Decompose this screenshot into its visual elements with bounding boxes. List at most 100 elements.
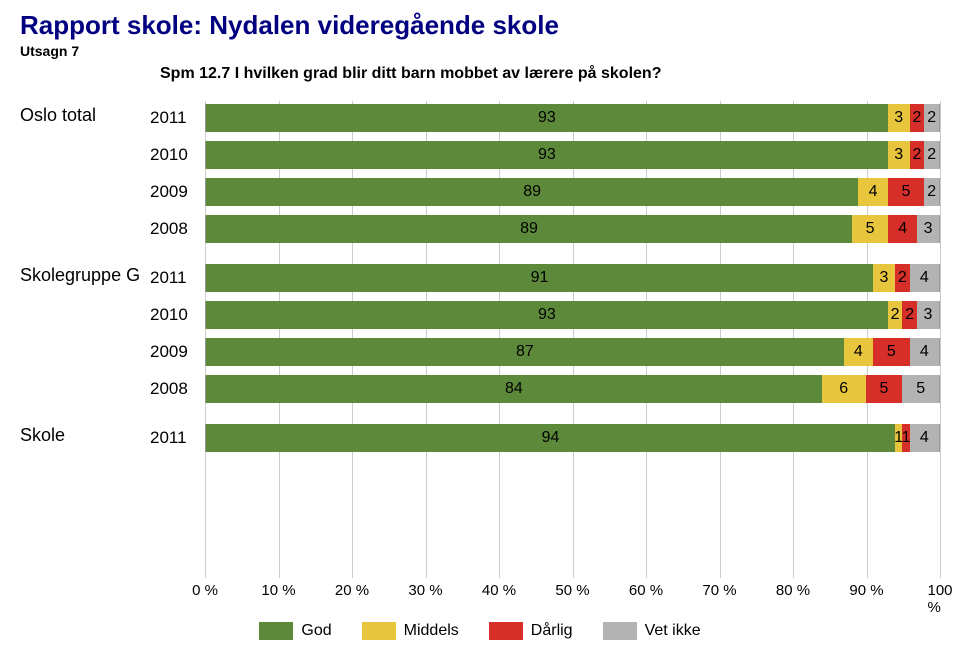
- axis-spacer: [20, 582, 205, 606]
- group-gap: [20, 249, 940, 261]
- group-gap: [20, 458, 940, 578]
- bar-track: 91324: [205, 264, 940, 292]
- legend-item-darlig: Dårlig: [489, 622, 573, 640]
- legend-label: Dårlig: [531, 622, 573, 640]
- subtitle: Utsagn 7: [20, 43, 940, 59]
- bar-segment-darlig: 2: [910, 104, 925, 132]
- year-label: 2008: [150, 379, 205, 399]
- bar-row: 200989452: [150, 175, 940, 208]
- year-label: 2011: [150, 268, 205, 288]
- bar-segment-god: 89: [206, 215, 852, 243]
- bar-segment-middels: 2: [888, 301, 903, 329]
- year-label: 2009: [150, 182, 205, 202]
- x-axis: 0 %10 %20 %30 %40 %50 %60 %70 %80 %90 %1…: [20, 582, 940, 606]
- axis-tick: 70 %: [702, 582, 736, 599]
- legend-swatch: [362, 622, 396, 640]
- bar-segment-darlig: 2: [902, 301, 917, 329]
- bars-column: 201194114: [150, 421, 940, 458]
- legend-swatch: [489, 622, 523, 640]
- bar-segment-vetikke: 2: [924, 141, 939, 169]
- chart-group: Skolegruppe G201191324201093223200987454…: [20, 261, 940, 409]
- bar-segment-vetikke: 3: [917, 215, 939, 243]
- bar-segment-vetikke: 4: [910, 338, 939, 366]
- bar-segment-middels: 3: [888, 141, 910, 169]
- group-gap: [20, 409, 940, 421]
- bar-track: 94114: [205, 424, 940, 452]
- question-text: Spm 12.7 I hvilken grad blir ditt barn m…: [160, 65, 940, 83]
- legend-label: God: [301, 622, 331, 640]
- stacked-bar-chart: Oslo total201193322201093322200989452200…: [20, 101, 940, 640]
- bar-track: 93322: [205, 104, 940, 132]
- title-prefix: Rapport skole:: [20, 10, 209, 40]
- bar-segment-middels: 3: [873, 264, 895, 292]
- bar-segment-darlig: 1: [902, 424, 909, 452]
- axis-track: 0 %10 %20 %30 %40 %50 %60 %70 %80 %90 %1…: [205, 582, 940, 606]
- chart-groups: Oslo total201193322201093322200989452200…: [20, 101, 940, 578]
- axis-tick: 100 %: [927, 582, 952, 616]
- bar-row: 201194114: [150, 421, 940, 454]
- bar-segment-darlig: 2: [910, 141, 925, 169]
- bar-segment-middels: 4: [858, 178, 887, 206]
- bar-segment-darlig: 5: [866, 375, 903, 403]
- bars-column: 201191324201093223200987454200884655: [150, 261, 940, 409]
- bars-column: 201193322201093322200989452200889543: [150, 101, 940, 249]
- bar-row: 201093223: [150, 298, 940, 331]
- legend-item-god: God: [259, 622, 331, 640]
- plot-area: Oslo total201193322201093322200989452200…: [20, 101, 940, 578]
- bar-row: 200889543: [150, 212, 940, 245]
- bar-row: 201193322: [150, 101, 940, 134]
- bar-track: 93322: [205, 141, 940, 169]
- title-school: Nydalen videregående skole: [209, 10, 559, 40]
- legend-swatch: [603, 622, 637, 640]
- group-label: Skolegruppe G: [20, 261, 150, 286]
- group-label: Skole: [20, 421, 150, 446]
- bar-segment-god: 84: [206, 375, 822, 403]
- year-label: 2010: [150, 305, 205, 325]
- axis-tick: 40 %: [482, 582, 516, 599]
- legend-item-middels: Middels: [362, 622, 459, 640]
- bar-segment-god: 89: [206, 178, 858, 206]
- report-header: Rapport skole: Nydalen videregående skol…: [20, 10, 940, 83]
- axis-tick: 0 %: [192, 582, 218, 599]
- bar-segment-god: 94: [206, 424, 895, 452]
- bar-track: 84655: [205, 375, 940, 403]
- bar-segment-darlig: 4: [888, 215, 917, 243]
- year-label: 2009: [150, 342, 205, 362]
- legend: God Middels Dårlig Vet ikke: [20, 622, 940, 640]
- chart-group: Oslo total201193322201093322200989452200…: [20, 101, 940, 249]
- bar-segment-darlig: 2: [895, 264, 910, 292]
- page-title: Rapport skole: Nydalen videregående skol…: [20, 10, 940, 41]
- bar-segment-middels: 5: [852, 215, 888, 243]
- axis-tick: 20 %: [335, 582, 369, 599]
- bar-segment-god: 91: [206, 264, 873, 292]
- chart-group: Skole201194114: [20, 421, 940, 458]
- bar-segment-vetikke: 4: [910, 424, 939, 452]
- axis-tick: 50 %: [555, 582, 589, 599]
- axis-tick: 30 %: [408, 582, 442, 599]
- year-label: 2011: [150, 428, 205, 448]
- legend-label: Vet ikke: [645, 622, 701, 640]
- bar-segment-vetikke: 3: [917, 301, 939, 329]
- gridline: [940, 101, 941, 578]
- legend-swatch: [259, 622, 293, 640]
- bar-segment-darlig: 5: [888, 178, 925, 206]
- year-label: 2008: [150, 219, 205, 239]
- bar-track: 89452: [205, 178, 940, 206]
- bar-track: 87454: [205, 338, 940, 366]
- bar-row: 200987454: [150, 335, 940, 368]
- bar-segment-middels: 4: [844, 338, 873, 366]
- bar-segment-god: 93: [206, 301, 888, 329]
- bar-segment-god: 93: [206, 141, 888, 169]
- axis-tick: 10 %: [261, 582, 295, 599]
- axis-tick: 90 %: [849, 582, 883, 599]
- bar-track: 89543: [205, 215, 940, 243]
- bar-segment-vetikke: 5: [902, 375, 939, 403]
- axis-tick: 60 %: [629, 582, 663, 599]
- group-label: Oslo total: [20, 101, 150, 126]
- bar-segment-vetikke: 2: [924, 104, 939, 132]
- bar-segment-god: 87: [206, 338, 844, 366]
- bar-row: 201191324: [150, 261, 940, 294]
- bar-row: 201093322: [150, 138, 940, 171]
- year-label: 2011: [150, 108, 205, 128]
- bar-segment-middels: 6: [822, 375, 866, 403]
